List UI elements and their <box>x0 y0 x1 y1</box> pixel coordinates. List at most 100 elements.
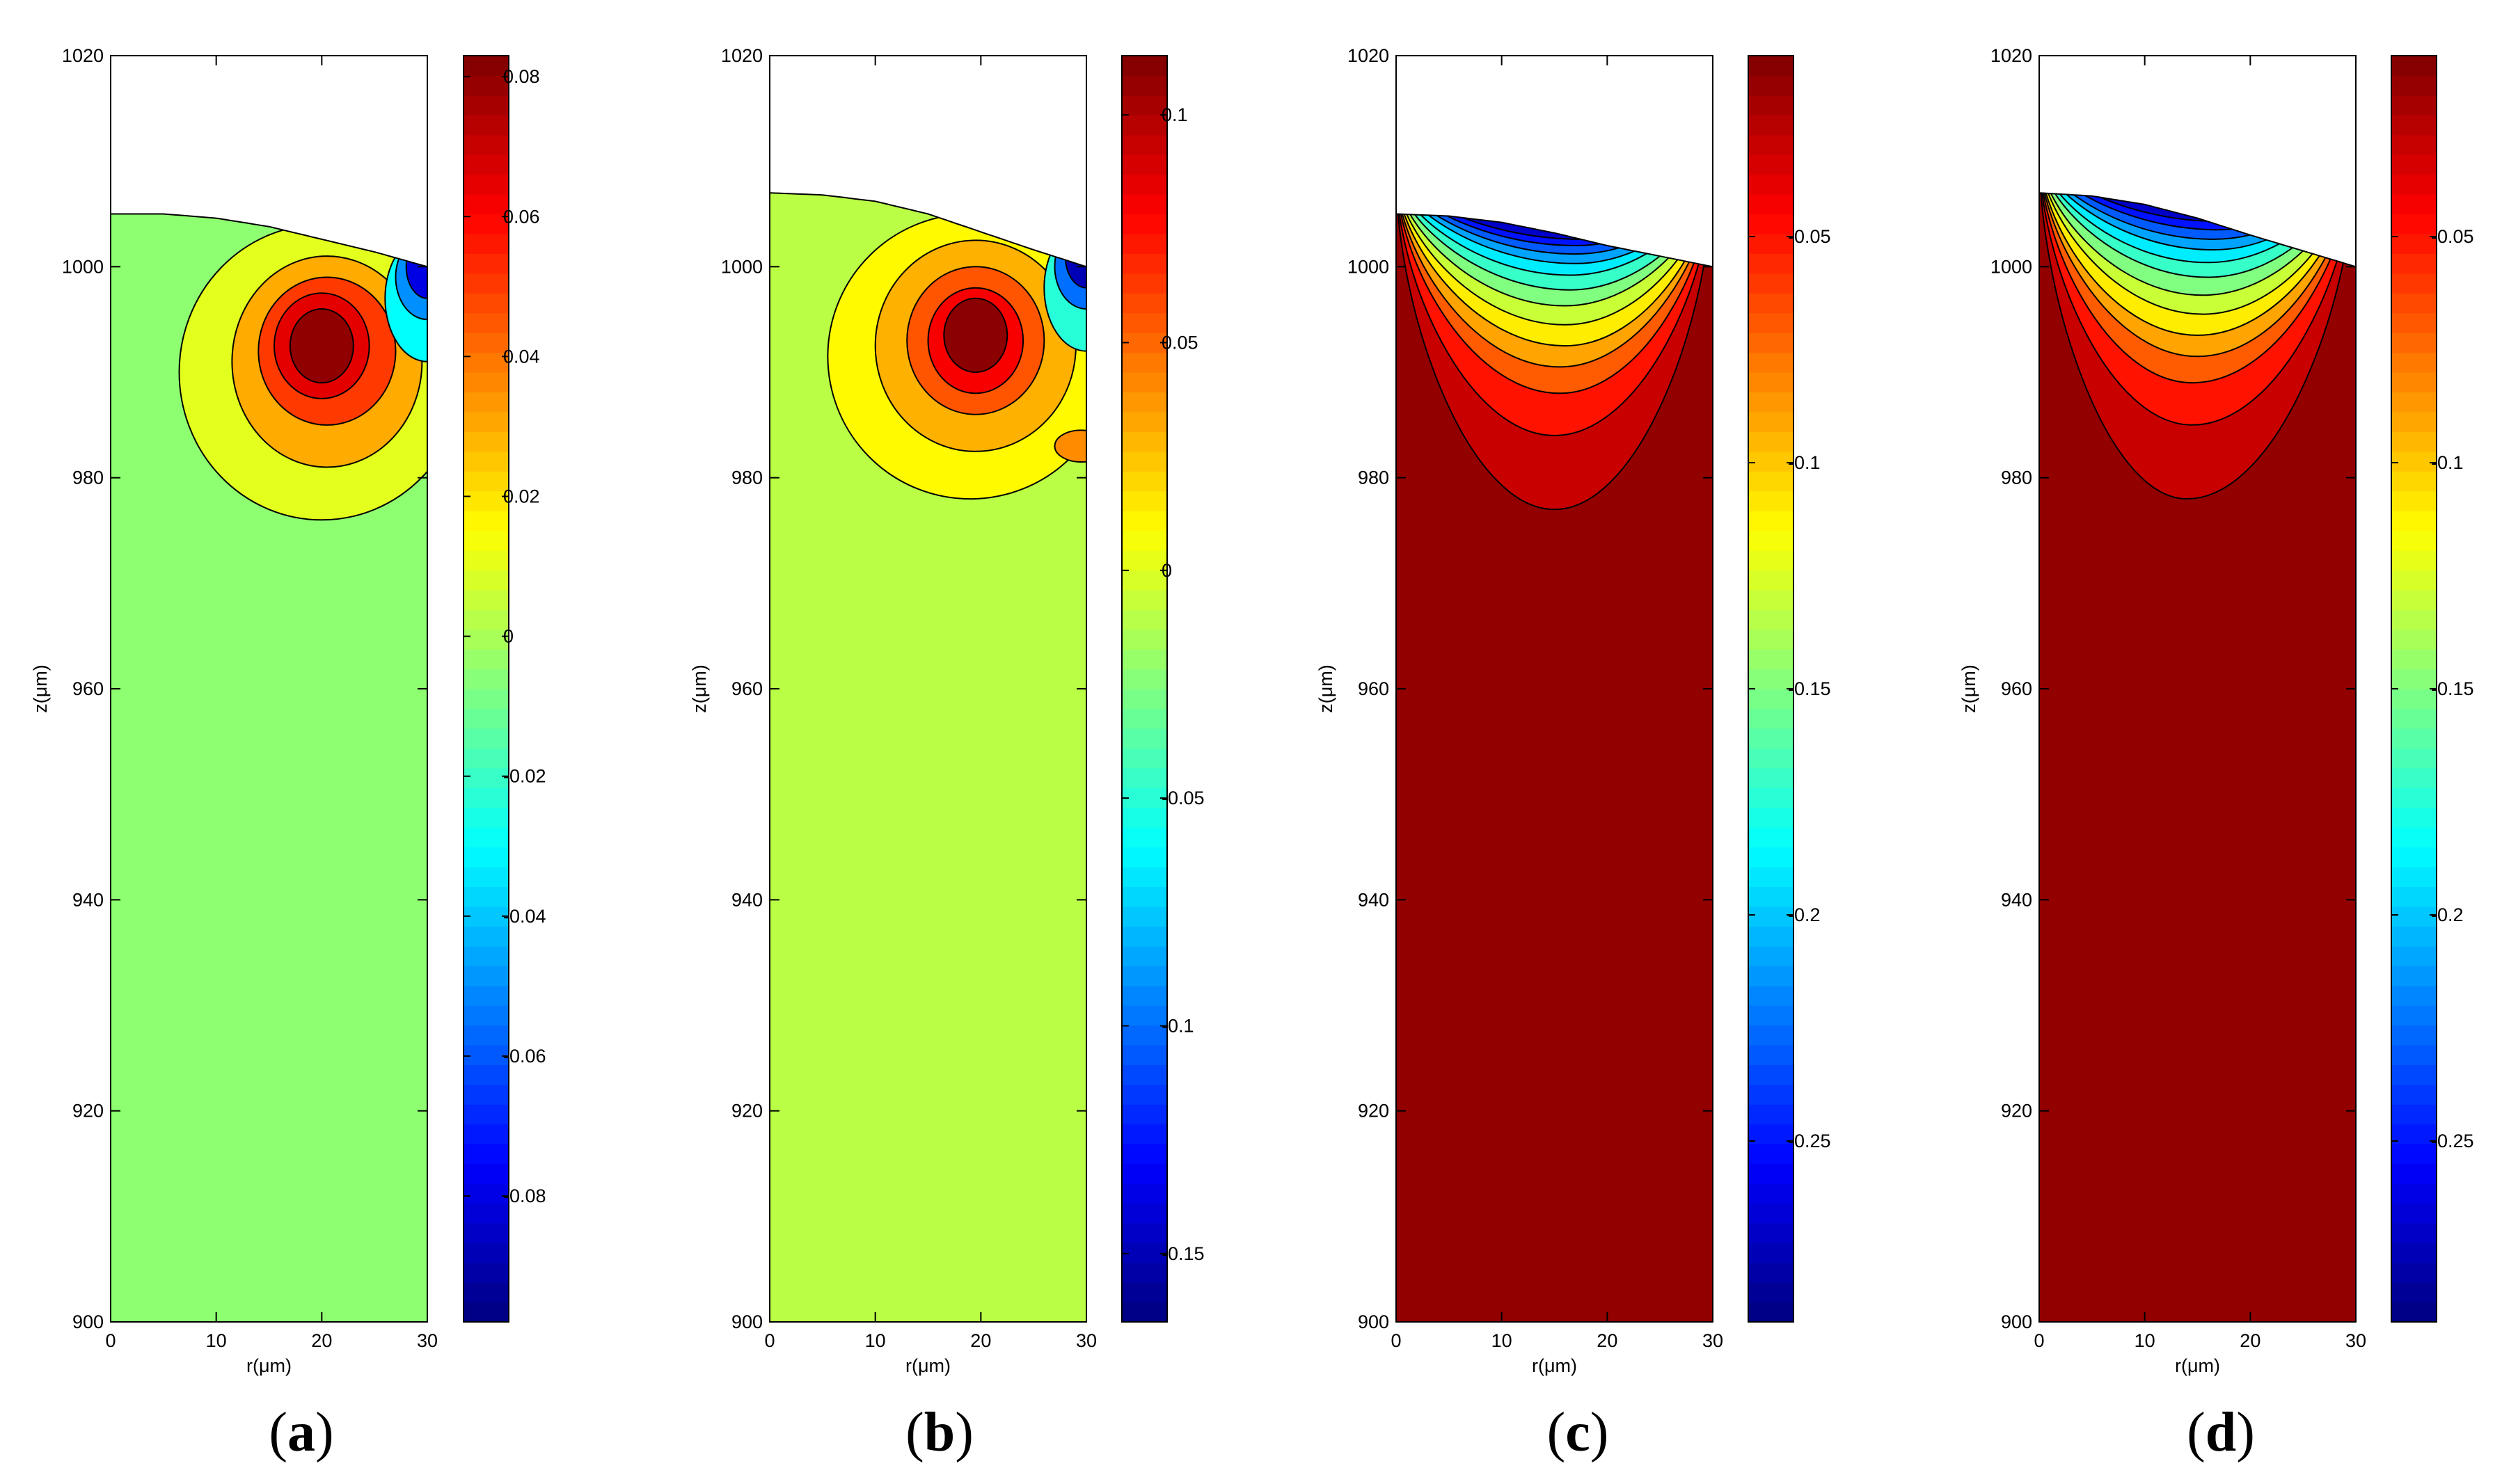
y-tick-label-c-5: 1000 <box>1347 256 1389 277</box>
colorbar-band-d-12 <box>2391 1064 2437 1085</box>
colorbar-band-b-38 <box>1122 550 1167 571</box>
x-tick-label-c-2: 20 <box>1597 1330 1617 1351</box>
colorbar-band-c-7 <box>1748 1163 1794 1184</box>
colorbar-band-d-14 <box>2391 1025 2437 1046</box>
y-tick-label-d-3: 960 <box>2001 678 2032 699</box>
colorbar-band-c-44 <box>1748 431 1794 452</box>
colorbar-band-b-9 <box>1122 1124 1167 1144</box>
y-tick-label-c-6: 1020 <box>1347 45 1389 66</box>
y-tick-label-b-3: 960 <box>731 678 763 699</box>
colorbar-band-d-63 <box>2391 56 2437 77</box>
colorbar-band-a-16 <box>464 985 509 1006</box>
x-axis-title-c: r(μm) <box>1532 1355 1577 1376</box>
colorbar-band-d-55 <box>2391 214 2437 234</box>
colorbar-band-d-27 <box>2391 767 2437 788</box>
colorbar-band-b-47 <box>1122 372 1167 393</box>
colorbar-band-c-27 <box>1748 767 1794 788</box>
colorbar-band-c-39 <box>1748 530 1794 551</box>
colorbar-band-a-46 <box>464 392 509 413</box>
colorbar-band-a-49 <box>464 333 509 353</box>
colorbar-band-c-3 <box>1748 1243 1794 1263</box>
colorbar-frame-a <box>463 55 509 1323</box>
colorbar-band-a-60 <box>464 115 509 136</box>
contour-background-c <box>1396 214 1713 1322</box>
colorbar-band-a-34 <box>464 629 509 650</box>
free-surface-b <box>769 192 1087 268</box>
x-tick-label-b-1: 10 <box>865 1330 886 1351</box>
colorbar-band-a-37 <box>464 570 509 591</box>
colorbar-band-b-13 <box>1122 1044 1167 1065</box>
colorbar-band-b-21 <box>1122 886 1167 907</box>
contour-field-d <box>2039 193 2356 1323</box>
y-axis-title-c: z(μm) <box>1315 664 1336 713</box>
y-tick-label-d-5: 1000 <box>1990 256 2032 277</box>
colorbar-band-a-47 <box>464 372 509 393</box>
colorbar-band-d-36 <box>2391 589 2437 610</box>
colorbar-band-c-52 <box>1748 273 1794 294</box>
y-tick-label-d-2: 940 <box>2001 889 2032 910</box>
colorbar-band-d-8 <box>2391 1144 2437 1165</box>
colorbar-band-c-43 <box>1748 451 1794 472</box>
colorbar-band-c-61 <box>1748 95 1794 115</box>
colorbar-band-c-31 <box>1748 689 1794 710</box>
colorbar-band-c-8 <box>1748 1144 1794 1165</box>
colorbar-band-d-13 <box>2391 1044 2437 1065</box>
y-tick-label-c-0: 900 <box>1358 1311 1389 1332</box>
x-tick-label-c-0: 0 <box>1391 1330 1401 1351</box>
colorbar-band-d-38 <box>2391 550 2437 571</box>
colorbar-band-c-15 <box>1748 1005 1794 1026</box>
y-tick-label-c-3: 960 <box>1358 678 1389 699</box>
colorbar-band-b-1 <box>1122 1282 1167 1303</box>
colorbar-band-c-17 <box>1748 966 1794 987</box>
colorbar-band-d-23 <box>2391 847 2437 868</box>
colorbar-band-d-58 <box>2391 154 2437 175</box>
colorbar-band-b-10 <box>1122 1104 1167 1125</box>
colorbar-band-a-53 <box>464 253 509 274</box>
colorbar-band-a-1 <box>464 1282 509 1303</box>
colorbar-band-d-7 <box>2391 1163 2437 1184</box>
colorbar-band-b-35 <box>1122 609 1167 630</box>
colorbar-band-d-49 <box>2391 333 2437 353</box>
x-tick-label-a-2: 20 <box>311 1330 332 1351</box>
x-tick-label-a-3: 30 <box>417 1330 438 1351</box>
colorbar-band-c-35 <box>1748 609 1794 630</box>
colorbar-band-a-19 <box>464 926 509 947</box>
colorbar-band-a-5 <box>464 1203 509 1224</box>
colorbar-band-a-6 <box>464 1183 509 1204</box>
colorbar-tick-label-c-4: -0.25 <box>1788 1131 1831 1151</box>
colorbar-band-d-56 <box>2391 194 2437 215</box>
colorbar-band-a-51 <box>464 293 509 314</box>
colorbar-band-c-6 <box>1748 1183 1794 1204</box>
colorbar-band-c-62 <box>1748 75 1794 96</box>
colorbar-band-c-18 <box>1748 946 1794 966</box>
y-tick-label-b-2: 940 <box>731 889 763 910</box>
x-tick-label-a-0: 0 <box>105 1330 116 1351</box>
colorbar-band-a-4 <box>464 1222 509 1243</box>
colorbar-band-b-27 <box>1122 767 1167 788</box>
colorbar-band-a-28 <box>464 748 509 769</box>
colorbar-band-b-23 <box>1122 847 1167 868</box>
colorbar-band-a-38 <box>464 550 509 571</box>
colorbar-band-a-17 <box>464 966 509 987</box>
colorbar-band-a-25 <box>464 807 509 828</box>
y-axis-title-b: z(μm) <box>689 664 710 713</box>
colorbar-tick-label-a-5: -0.02 <box>503 766 546 787</box>
colorbar-band-c-60 <box>1748 115 1794 136</box>
colorbar-band-c-30 <box>1748 708 1794 729</box>
colorbar-tick-label-b-1: 0.05 <box>1162 332 1198 353</box>
colorbar-band-a-21 <box>464 886 509 907</box>
colorbar-band-c-56 <box>1748 194 1794 215</box>
colorbar-band-d-44 <box>2391 431 2437 452</box>
x-tick-label-c-1: 10 <box>1491 1330 1512 1351</box>
contour-field-c <box>1396 214 1713 1322</box>
colorbar-band-b-49 <box>1122 333 1167 353</box>
colorbar-band-b-6 <box>1122 1183 1167 1204</box>
colorbar-band-a-23 <box>464 847 509 868</box>
colorbar-band-b-41 <box>1122 490 1167 511</box>
colorbar-band-a-35 <box>464 609 509 630</box>
colorbar-band-d-25 <box>2391 807 2437 828</box>
colorbar-band-c-28 <box>1748 748 1794 769</box>
colorbar-band-d-32 <box>2391 669 2437 689</box>
colorbar-band-b-5 <box>1122 1203 1167 1224</box>
colorbar-band-a-58 <box>464 154 509 175</box>
